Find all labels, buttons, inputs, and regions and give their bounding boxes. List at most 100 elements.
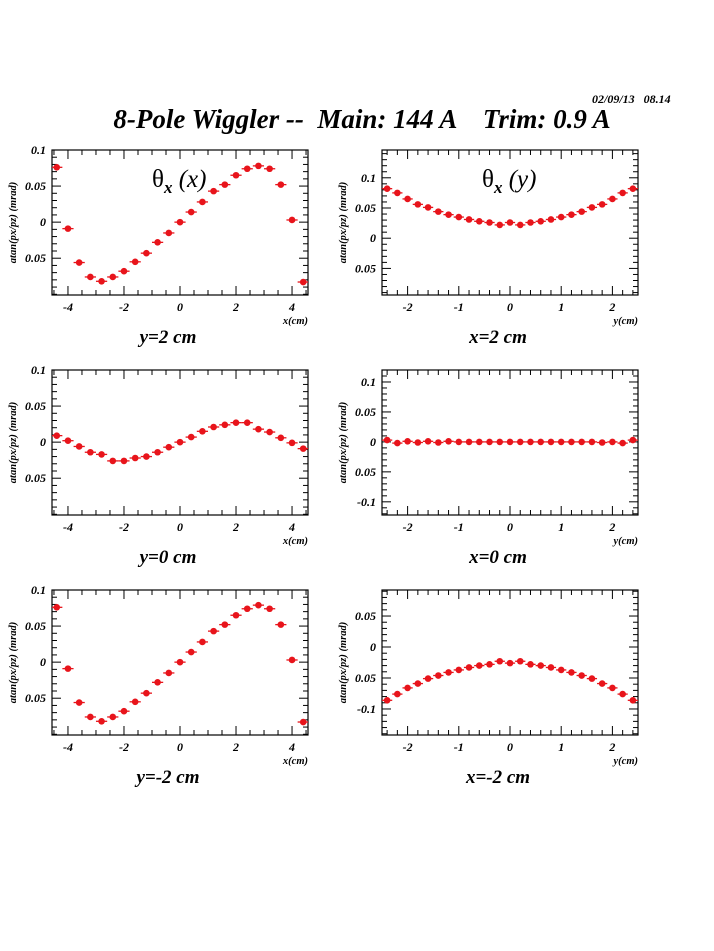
theta-argument: (x) bbox=[172, 166, 206, 193]
data-point bbox=[537, 438, 545, 446]
data-point bbox=[75, 699, 83, 706]
x-tick-label: 0 bbox=[507, 520, 513, 534]
data-point bbox=[266, 165, 273, 173]
data-point bbox=[537, 217, 545, 225]
panel-caption: y=0 cm bbox=[138, 547, 197, 568]
data-point bbox=[629, 436, 637, 444]
data-point bbox=[414, 201, 422, 208]
data-point bbox=[187, 648, 195, 656]
data-point bbox=[165, 443, 173, 451]
x-tick-label: -4 bbox=[63, 520, 73, 534]
data-series bbox=[382, 185, 638, 229]
data-point bbox=[598, 680, 606, 687]
y-tick-label: 0.05 bbox=[355, 405, 376, 419]
y-axis-title: atan(px/pz) (mrad) bbox=[8, 622, 19, 703]
data-point bbox=[98, 277, 105, 285]
data-point bbox=[619, 189, 626, 197]
data-point bbox=[527, 438, 534, 446]
data-point bbox=[243, 605, 251, 613]
data-point bbox=[435, 672, 442, 679]
y-axis-title: atan(px/pz) (mrad) bbox=[338, 182, 349, 263]
data-point bbox=[221, 181, 229, 188]
data-point bbox=[199, 428, 206, 435]
data-point bbox=[557, 213, 565, 221]
y-tick-label: 0.05 bbox=[25, 399, 46, 413]
data-point bbox=[557, 666, 565, 674]
y-tick-label: 0.1 bbox=[31, 583, 46, 597]
x-tick-label: -1 bbox=[454, 520, 464, 534]
y-tick-label: -0.1 bbox=[357, 495, 376, 509]
data-point bbox=[588, 204, 596, 211]
theta-label: θx (x) bbox=[152, 166, 206, 197]
x-axis-title: x(cm) bbox=[282, 536, 308, 547]
data-point bbox=[496, 438, 504, 446]
data-point bbox=[475, 217, 483, 225]
theta-subscript: x bbox=[493, 178, 503, 197]
x-axis-title: y(cm) bbox=[612, 316, 638, 327]
data-point bbox=[165, 669, 173, 677]
x-axis-title: x(cm) bbox=[282, 316, 308, 327]
data-point bbox=[243, 419, 251, 426]
data-point bbox=[609, 438, 616, 446]
y-tick-label: 0 bbox=[40, 435, 46, 449]
data-point bbox=[445, 669, 452, 676]
x-tick-label: -4 bbox=[63, 740, 73, 754]
data-series bbox=[52, 419, 308, 465]
data-point bbox=[568, 669, 575, 676]
data-point bbox=[465, 664, 473, 671]
y-axis-title: atan(px/pz) (mrad) bbox=[338, 622, 349, 703]
data-point bbox=[299, 445, 307, 452]
x-axis-title: y(cm) bbox=[612, 756, 638, 767]
data-point bbox=[516, 657, 524, 665]
data-point bbox=[619, 439, 626, 447]
data-point bbox=[486, 661, 493, 668]
data-point bbox=[609, 684, 616, 692]
data-point bbox=[588, 675, 596, 682]
data-point bbox=[87, 273, 94, 281]
theta-argument: (y) bbox=[502, 166, 536, 193]
data-point bbox=[445, 438, 452, 445]
y-tick-label: 0.05 bbox=[355, 465, 376, 479]
data-point bbox=[75, 443, 83, 450]
data-point bbox=[394, 439, 401, 447]
data-point bbox=[475, 438, 483, 446]
x-tick-label: -4 bbox=[63, 300, 73, 314]
data-point bbox=[383, 436, 391, 444]
chart-panel-theta-x-vs-y-x0: -2 -1 0 1 2 0.1 0.05 0 0.05 -0.1 y(cm) atan(px/pz) … bbox=[338, 369, 639, 568]
data-point bbox=[598, 201, 606, 208]
chart-panel-theta-x-vs-y-x2: -2 -1 0 1 2 0.1 0.05 0 0.05 y(cm) atan(px/pz) (mra… bbox=[338, 149, 639, 348]
data-point bbox=[255, 601, 262, 609]
data-point bbox=[506, 219, 514, 226]
y-tick-label: 0.1 bbox=[31, 143, 46, 157]
x-tick-label: -2 bbox=[403, 300, 413, 314]
y-axis-title: atan(px/pz) (mrad) bbox=[8, 182, 19, 263]
x-tick-label: 4 bbox=[288, 300, 295, 314]
y-tick-label: 0.05 bbox=[25, 691, 46, 705]
data-point bbox=[537, 662, 545, 669]
data-point bbox=[435, 208, 442, 215]
data-point bbox=[277, 621, 285, 628]
y-tick-label: 0.1 bbox=[361, 171, 376, 185]
y-tick-label: 0.05 bbox=[25, 179, 46, 193]
x-tick-label: 2 bbox=[608, 300, 615, 314]
y-tick-label: -0.1 bbox=[357, 702, 376, 716]
theta-symbol: θ bbox=[152, 166, 164, 193]
x-tick-label: 0 bbox=[177, 520, 183, 534]
data-point bbox=[394, 189, 401, 197]
data-point bbox=[232, 419, 240, 426]
data-point bbox=[568, 211, 575, 218]
data-point bbox=[404, 438, 411, 445]
data-point bbox=[53, 604, 61, 611]
data-point bbox=[578, 208, 585, 215]
y-tick-label: 0 bbox=[370, 231, 376, 245]
chart-panel-theta-x-vs-x-y0: -4 -2 0 2 4 0.1 0.05 0 0.05 x(cm) atan(px/pz) (mra… bbox=[8, 363, 309, 568]
data-point bbox=[486, 219, 493, 226]
data-point bbox=[288, 216, 296, 224]
y-tick-label: 0.05 bbox=[355, 609, 376, 623]
data-point bbox=[414, 439, 422, 446]
data-point bbox=[486, 438, 493, 446]
data-series bbox=[52, 601, 308, 726]
data-point bbox=[221, 421, 229, 429]
y-tick-label: 0 bbox=[40, 215, 46, 229]
data-point bbox=[568, 438, 575, 446]
